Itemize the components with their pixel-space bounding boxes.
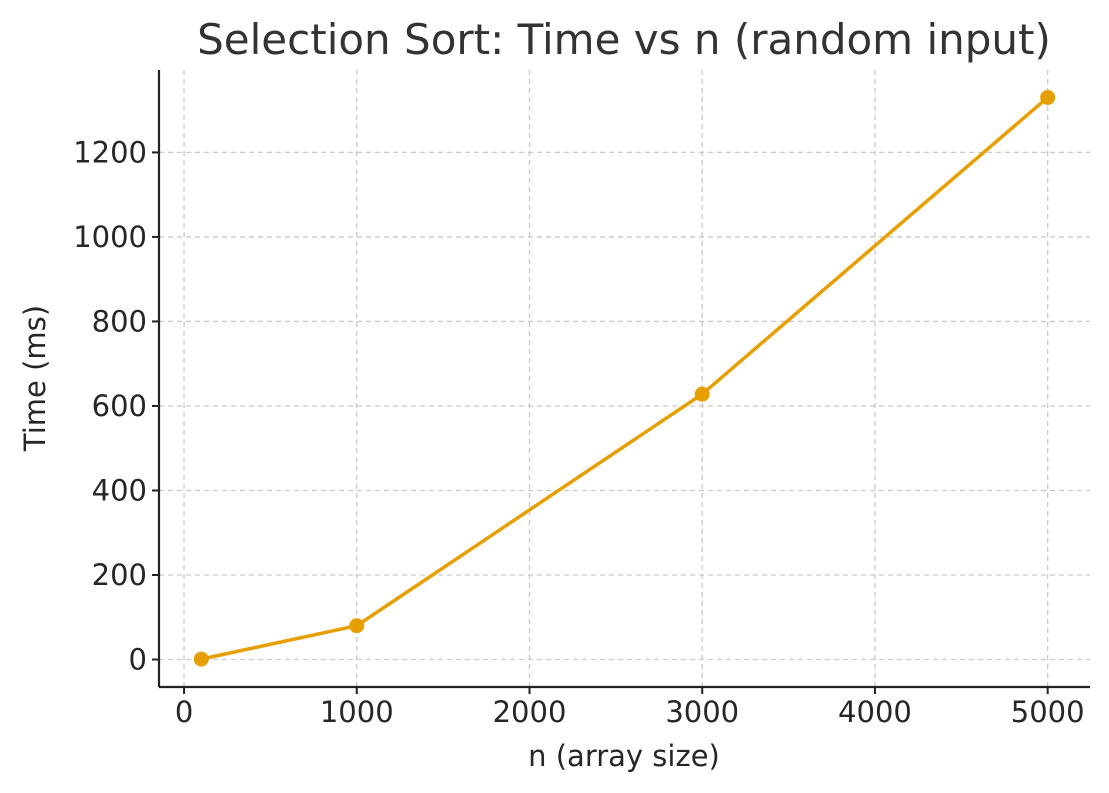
y-tick-label: 200 [92,558,147,592]
x-tick-label: 1000 [320,695,394,729]
axes [157,70,1090,689]
y-tick-label: 0 [129,643,147,677]
x-tick-label: 5000 [1011,695,1085,729]
data-point [694,386,710,402]
y-tick-label: 400 [92,473,147,507]
x-tick-label: 4000 [838,695,912,729]
x-axis-label: n (array size) [528,739,720,773]
y-tick-label: 1200 [73,135,147,169]
y-axis-label: Time (ms) [18,305,52,452]
data-point [349,618,365,634]
ticks: 0 1000 2000 3000 4000 5000 0 200 400 600 800 1000 12… [73,135,1084,729]
series-line [199,95,1050,661]
chart-title: Selection Sort: Time vs n (random input) [197,15,1051,64]
x-tick-label: 2000 [493,695,567,729]
x-tick-label: 0 [175,695,193,729]
data-point [1040,89,1056,105]
y-tick-label: 1000 [73,220,147,254]
data-point [193,651,209,667]
y-tick-label: 600 [92,389,147,423]
x-tick-label: 3000 [665,695,739,729]
y-tick-label: 800 [92,304,147,338]
series-group [193,89,1056,667]
grid [159,70,1090,687]
